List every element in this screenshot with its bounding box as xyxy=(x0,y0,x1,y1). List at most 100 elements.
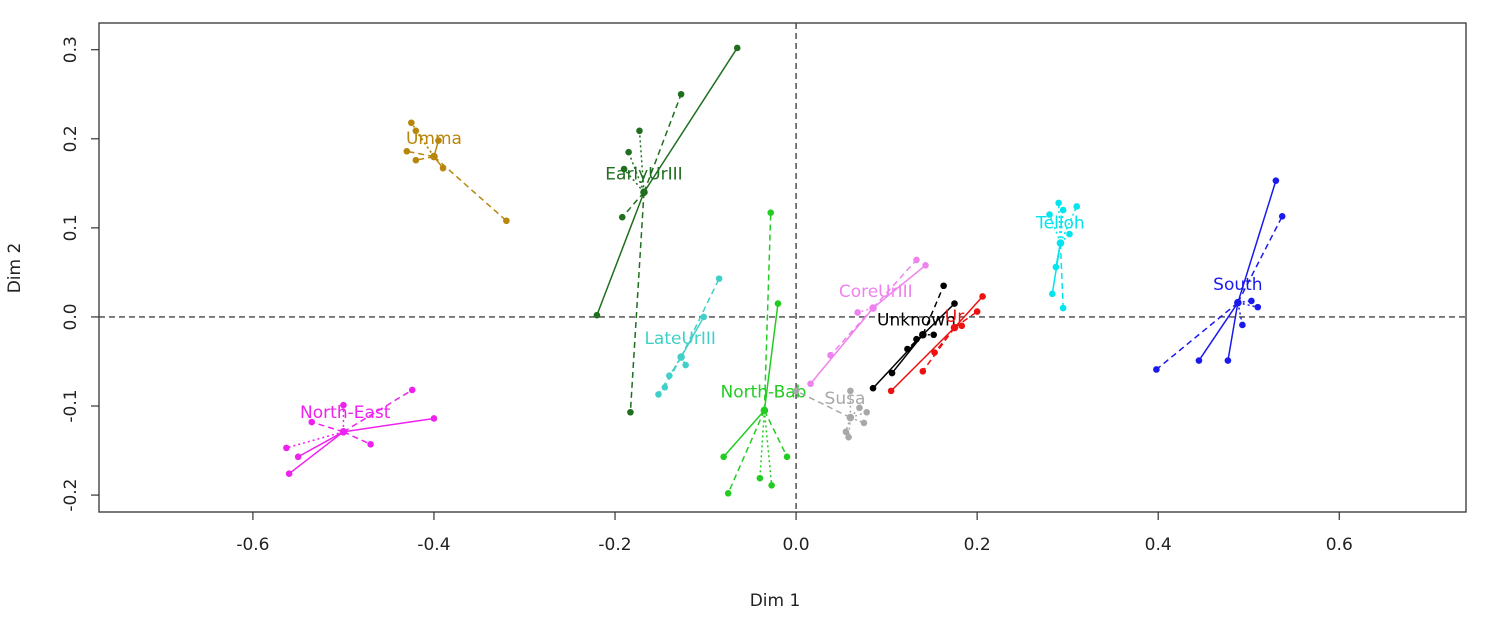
group-centroid xyxy=(430,152,438,161)
data-point xyxy=(1239,321,1246,329)
plot-frame xyxy=(98,22,1467,513)
data-point xyxy=(625,148,632,156)
series-umma: Umma xyxy=(403,119,510,225)
series-link xyxy=(343,431,371,445)
data-point xyxy=(435,137,442,144)
data-point xyxy=(1248,297,1255,305)
series-ur: Ur xyxy=(887,293,986,395)
series-link xyxy=(763,212,772,411)
group-centroid xyxy=(1234,298,1242,307)
data-point xyxy=(1048,290,1056,298)
series-link xyxy=(890,327,956,392)
series-link xyxy=(680,316,705,358)
data-point xyxy=(1066,230,1073,238)
series-link xyxy=(954,310,978,329)
series-link xyxy=(629,192,645,413)
data-point xyxy=(973,308,981,315)
group-label: Susa xyxy=(825,389,866,409)
series-link xyxy=(680,278,720,358)
data-point xyxy=(1224,357,1232,364)
series-link xyxy=(623,168,645,193)
series-link xyxy=(1237,302,1244,326)
group-centroid xyxy=(339,428,348,436)
series-link xyxy=(596,191,645,316)
series-south: South xyxy=(1153,177,1286,373)
series-link xyxy=(763,303,779,411)
group-label: Telloh xyxy=(1035,213,1085,233)
y-tick-label: 0.2 xyxy=(61,125,81,152)
group-centroid xyxy=(640,188,648,197)
data-point xyxy=(1254,303,1262,311)
series-earlyuriii: EarlyUrIII xyxy=(593,44,741,416)
series-link xyxy=(872,264,927,309)
data-point xyxy=(1278,212,1286,220)
series-link xyxy=(643,93,682,193)
series-link xyxy=(759,410,766,479)
data-point xyxy=(1052,263,1060,271)
data-point xyxy=(439,164,447,172)
group-centroid xyxy=(950,323,959,332)
x-tick-label: 0.0 xyxy=(783,535,810,555)
data-point xyxy=(412,156,420,164)
group-label: Umma xyxy=(406,129,462,149)
series-link xyxy=(1057,202,1062,244)
y-tick-label: -0.1 xyxy=(61,389,81,422)
series-link xyxy=(1048,214,1062,244)
series-link xyxy=(343,389,413,433)
data-point xyxy=(720,453,727,461)
data-point xyxy=(860,419,868,427)
series-link xyxy=(922,303,956,336)
data-point xyxy=(430,415,438,422)
series-north-bab: North-Bab xyxy=(720,209,806,497)
data-point xyxy=(854,309,861,316)
data-point xyxy=(904,345,911,353)
data-point xyxy=(827,351,834,359)
series-link xyxy=(1227,302,1239,361)
data-point xyxy=(367,441,374,448)
data-point xyxy=(308,418,316,426)
x-axis: -0.6 -0.4 -0.2 0.0 0.2 0.4 0.6 xyxy=(236,512,1353,555)
series-link xyxy=(1237,301,1258,308)
data-point xyxy=(408,386,416,394)
series-link xyxy=(297,431,344,458)
group-label: LateUrIII xyxy=(644,329,716,349)
y-axis: -0.2 -0.1 0.0 0.1 0.2 0.3 xyxy=(61,36,99,512)
data-point xyxy=(1059,304,1067,312)
data-point xyxy=(724,489,732,497)
group-label: CoreUrIII xyxy=(839,282,913,302)
data-point xyxy=(285,470,293,477)
group-centroid xyxy=(846,413,855,422)
x-tick-label: -0.4 xyxy=(417,535,450,555)
data-point xyxy=(408,119,415,127)
series-lateuriii: LateUrIII xyxy=(644,275,723,398)
data-point xyxy=(636,127,643,135)
data-point xyxy=(958,322,966,330)
data-point xyxy=(931,349,938,356)
data-point xyxy=(913,256,920,264)
y-tick-label: 0.1 xyxy=(61,214,81,241)
data-point xyxy=(403,147,411,155)
data-point xyxy=(756,474,764,482)
data-point xyxy=(627,408,634,416)
x-tick-label: 0.6 xyxy=(1326,535,1353,555)
group-label: EarlyUrIII xyxy=(605,164,682,184)
data-point xyxy=(887,387,895,395)
data-point xyxy=(593,311,601,319)
x-tick-label: 0.2 xyxy=(964,535,991,555)
data-point xyxy=(847,387,854,395)
series-link xyxy=(311,421,344,433)
series-link xyxy=(1059,242,1064,309)
series-link xyxy=(406,150,435,158)
series-link xyxy=(763,410,788,458)
series-telloh: Telloh xyxy=(1035,199,1085,312)
data-point xyxy=(783,453,791,461)
series-link xyxy=(627,151,645,193)
series-link xyxy=(723,409,765,458)
series-link xyxy=(621,191,645,218)
data-point xyxy=(863,408,870,416)
data-point xyxy=(677,90,685,98)
x-tick-label: 0.4 xyxy=(1145,535,1172,555)
data-point xyxy=(1153,366,1160,373)
data-point xyxy=(888,369,896,377)
